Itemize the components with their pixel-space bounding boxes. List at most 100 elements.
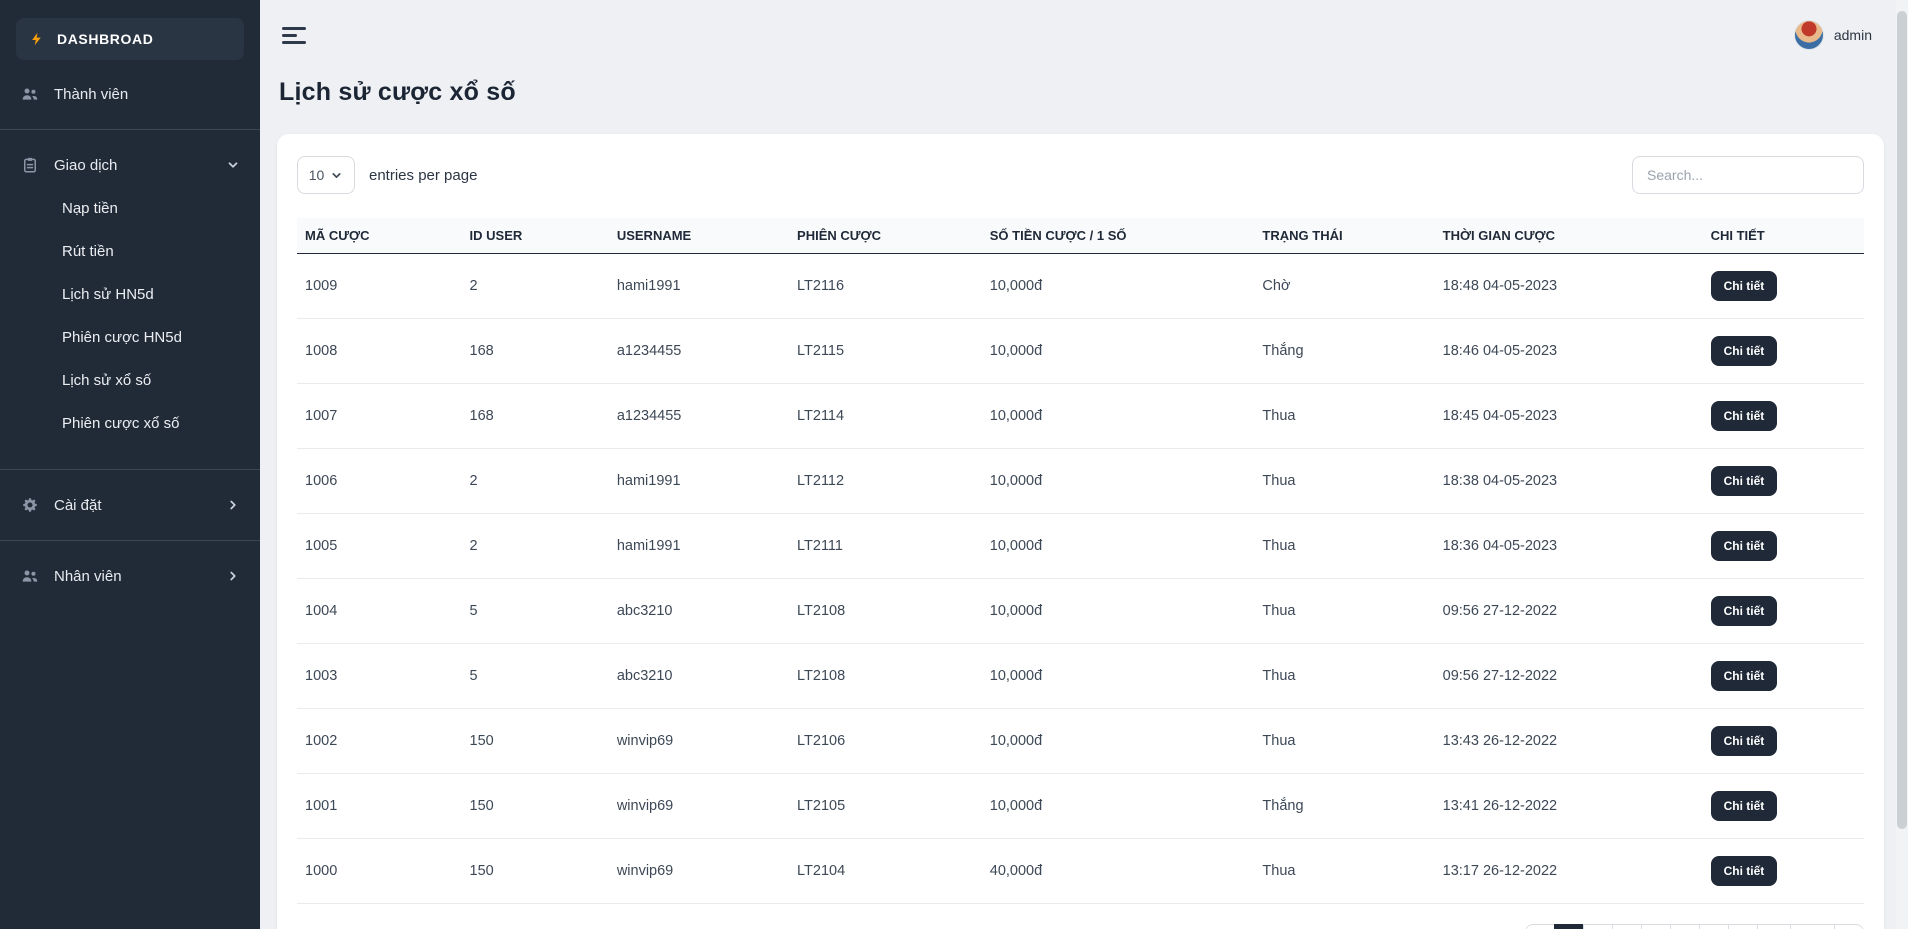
table-cell: 18:48 04-05-2023 xyxy=(1434,253,1703,319)
table-cell: 10,000đ xyxy=(981,253,1255,319)
table-cell: 1004 xyxy=(297,578,462,644)
column-header: THỜI GIAN CƯỢC xyxy=(1434,218,1703,254)
users-icon xyxy=(21,567,39,585)
column-header: MÃ CƯỢC xyxy=(297,218,462,254)
chevron-down-icon xyxy=(332,172,341,178)
table-cell: 1002 xyxy=(297,708,462,774)
sidebar: DASHBROAD Thành viên Giao dịch Nạp tiền R… xyxy=(0,0,260,929)
table-controls: 10 entries per page xyxy=(297,156,1864,194)
next-page-button[interactable]: › xyxy=(1834,924,1864,929)
table-cell: 5 xyxy=(461,578,609,644)
page-button[interactable]: 5 xyxy=(1669,924,1700,929)
table-row: 1003 5 abc3210 LT2108 10,000đ Thua 09:56 27-12… xyxy=(297,643,1864,709)
table-cell: 18:46 04-05-2023 xyxy=(1434,318,1703,384)
table-cell: Chi tiết xyxy=(1702,838,1864,904)
sidebar-subitem[interactable]: Lịch sử xổ số xyxy=(62,372,152,389)
sidebar-divider xyxy=(0,129,260,130)
sidebar-item-dashboard[interactable]: DASHBROAD xyxy=(16,18,244,60)
sidebar-subitem[interactable]: Phiên cược HN5d xyxy=(62,329,182,346)
detail-button[interactable]: Chi tiết xyxy=(1710,596,1778,626)
chevron-down-icon xyxy=(226,158,240,172)
page-button[interactable]: 6 xyxy=(1698,924,1729,929)
sidebar-divider xyxy=(0,469,260,470)
table-cell: 10,000đ xyxy=(981,643,1255,709)
page-button[interactable]: 2 xyxy=(1582,924,1613,929)
detail-button[interactable]: Chi tiết xyxy=(1710,726,1778,756)
table-cell: 10,000đ xyxy=(981,513,1255,579)
avatar xyxy=(1793,20,1824,50)
detail-button[interactable]: Chi tiết xyxy=(1710,466,1778,496)
table-cell: Chi tiết xyxy=(1702,383,1864,449)
table-cell: 18:38 04-05-2023 xyxy=(1434,448,1703,514)
table-cell: Chi tiết xyxy=(1702,643,1864,709)
sidebar-toggle-button[interactable] xyxy=(282,25,308,45)
detail-button[interactable]: Chi tiết xyxy=(1710,661,1778,691)
table-cell: winvip69 xyxy=(608,708,790,774)
username-label: admin xyxy=(1833,27,1872,43)
sidebar-item-staff[interactable]: Nhân viên xyxy=(0,554,260,598)
table-cell: LT2108 xyxy=(789,643,982,709)
page-button[interactable]: 3 xyxy=(1611,924,1642,929)
column-header: TRẠNG THÁI xyxy=(1254,218,1435,254)
scrollbar-thumb[interactable] xyxy=(1897,11,1907,829)
search-input[interactable] xyxy=(1632,156,1864,194)
page-button[interactable]: 7 xyxy=(1727,924,1758,929)
sidebar-item-label: Thành viên xyxy=(54,85,129,103)
detail-button[interactable]: Chi tiết xyxy=(1710,791,1778,821)
column-header: SỐ TIỀN CƯỢC / 1 SỐ xyxy=(981,218,1255,254)
table-cell: Chi tiết xyxy=(1702,773,1864,839)
sidebar-subitem[interactable]: Rút tiền xyxy=(62,243,114,260)
table-cell: Thua xyxy=(1254,513,1435,579)
page-ellipsis[interactable]: ... xyxy=(1756,924,1791,929)
table-cell: 1007 xyxy=(297,383,462,449)
lightning-bolt-icon xyxy=(29,30,44,48)
table-cell: Chi tiết xyxy=(1702,513,1864,579)
table-cell: 13:43 26-12-2022 xyxy=(1434,708,1703,774)
sidebar-subitem[interactable]: Phiên cược xổ số xyxy=(62,415,180,432)
entries-per-page-label: entries per page xyxy=(369,166,478,184)
entries-per-page-select[interactable]: 10 xyxy=(297,156,355,194)
page-button[interactable]: 1 xyxy=(1553,924,1584,929)
gear-icon xyxy=(21,496,39,514)
page-title: Lịch sử cược xổ số xyxy=(279,78,516,106)
table-cell: hami1991 xyxy=(608,513,790,579)
sidebar-subitem[interactable]: Nạp tiền xyxy=(62,200,118,217)
table-row: 1000 150 winvip69 LT2104 40,000đ Thua 13:17 26… xyxy=(297,838,1864,904)
column-header: ID USER xyxy=(461,218,609,254)
prev-page-button[interactable]: ‹ xyxy=(1524,924,1555,929)
detail-button[interactable]: Chi tiết xyxy=(1710,271,1778,301)
table-cell: Thua xyxy=(1254,643,1435,709)
user-menu[interactable]: admin xyxy=(1793,20,1872,50)
table-row: 1004 5 abc3210 LT2108 10,000đ Thua 09:56 27-12… xyxy=(297,578,1864,644)
sidebar-subitem[interactable]: Lịch sử HN5d xyxy=(62,286,154,303)
table-cell: 2 xyxy=(461,513,609,579)
table-cell: 10,000đ xyxy=(981,578,1255,644)
page-button[interactable]: 4 xyxy=(1640,924,1671,929)
table-cell: 09:56 27-12-2022 xyxy=(1434,643,1703,709)
sidebar-item-transactions[interactable]: Giao dịch xyxy=(0,143,260,187)
table-cell: LT2105 xyxy=(789,773,982,839)
table-cell: 10,000đ xyxy=(981,383,1255,449)
pagination: ‹1234567...101› xyxy=(1524,924,1864,929)
sidebar-item-members[interactable]: Thành viên xyxy=(0,72,260,116)
users-icon xyxy=(21,85,39,103)
table-cell: 10,000đ xyxy=(981,708,1255,774)
table-cell: Chi tiết xyxy=(1702,708,1864,774)
scrollbar-track[interactable] xyxy=(1896,0,1908,929)
detail-button[interactable]: Chi tiết xyxy=(1710,856,1778,886)
table-row: 1006 2 hami1991 LT2112 10,000đ Thua 18:38 04-0… xyxy=(297,448,1864,514)
chevron-right-icon xyxy=(226,498,240,512)
table-cell: 13:41 26-12-2022 xyxy=(1434,773,1703,839)
table-cell: a1234455 xyxy=(608,318,790,384)
detail-button[interactable]: Chi tiết xyxy=(1710,336,1778,366)
detail-button[interactable]: Chi tiết xyxy=(1710,531,1778,561)
table-row: 1009 2 hami1991 LT2116 10,000đ Chờ 18:48 04-05… xyxy=(297,253,1864,319)
table-cell: Thắng xyxy=(1254,318,1435,384)
page-button[interactable]: 101 xyxy=(1789,924,1835,929)
table-cell: LT2116 xyxy=(789,253,982,319)
table-cell: LT2104 xyxy=(789,838,982,904)
detail-button[interactable]: Chi tiết xyxy=(1710,401,1778,431)
table-cell: Thua xyxy=(1254,578,1435,644)
column-header: PHIÊN CƯỢC xyxy=(789,218,982,254)
sidebar-item-settings[interactable]: Cài đặt xyxy=(0,483,260,527)
